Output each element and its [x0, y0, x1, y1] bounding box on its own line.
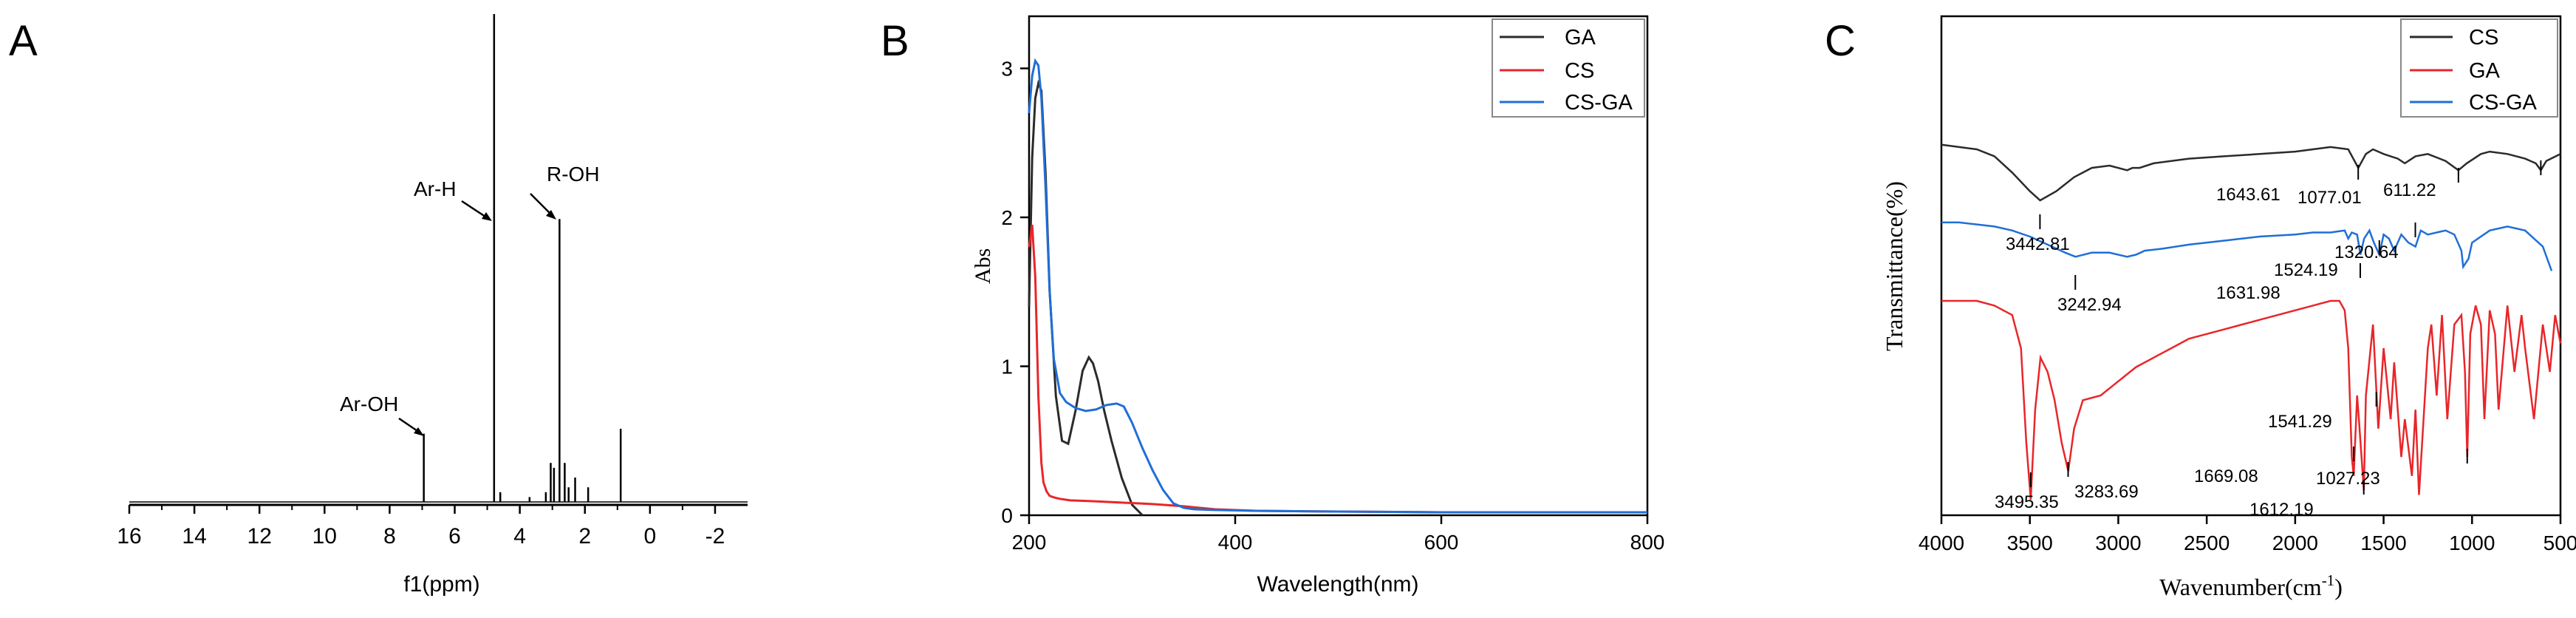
a-tick-label-4: 4: [513, 524, 526, 549]
legend-label-cs: CS: [1565, 59, 1594, 83]
panel-c-peak-labels: 3442.81 1643.61 1077.01 611.22 3242.94 1631.9…: [1995, 160, 2542, 520]
panel-a-x-ticks: 16 14 12 10 8 6 4 2 0 -2: [117, 505, 725, 549]
panel-letter-c: C: [1825, 17, 1856, 65]
c-peak-label-1669-08: 1669.08: [2194, 466, 2258, 486]
c-x-tick-label-3000: 3000: [2095, 532, 2141, 554]
c-peak-label-611-22: 611.22: [2383, 180, 2436, 200]
c-peak-label-3442-81: 3442.81: [2006, 234, 2070, 254]
c-peak-label-3495-35: 3495.35: [1995, 492, 2059, 512]
c-x-tick-label-3500: 3500: [2007, 532, 2053, 554]
b-x-tick-label-400: 400: [1218, 531, 1253, 554]
panel-b-x-axis-label: Wavelength(nm): [1257, 572, 1419, 597]
c-series-ga: [1941, 299, 2562, 500]
panel-a: A 16 14 12 10 8 6 4 2 0 -2 f1(ppm) Ar-OH Ar-H R-O…: [9, 14, 748, 597]
b-y-tick-label-3: 3: [1001, 58, 1013, 81]
a-tick-label-10: 10: [312, 524, 337, 549]
arrowhead-ar-oh-icon: [414, 427, 424, 436]
c-x-tick-label-4000: 4000: [1919, 532, 1964, 554]
panel-c-x-axis-label-end: ): [2334, 574, 2343, 600]
c-peak-label-1541-29: 1541.29: [2268, 412, 2332, 432]
panel-letter-b: B: [881, 17, 909, 65]
c-peak-label-3242-94: 3242.94: [2057, 295, 2122, 315]
legend-label-c-cs: CS: [2469, 26, 2498, 50]
c-peak-label-1612-19: 1612.19: [2249, 500, 2314, 520]
panel-a-spectrum: [129, 14, 748, 503]
a-tick-label--2: -2: [706, 524, 725, 549]
panel-b-x-ticks: 200 400 600 800: [1012, 515, 1665, 554]
a-tick-label-16: 16: [117, 524, 141, 549]
panel-b-y-axis-label: Abs: [971, 248, 995, 284]
c-peak-label-1631-98: 1631.98: [2216, 283, 2281, 303]
arrow-ar-h: [461, 200, 488, 220]
panel-c: C 4000 3500 3000 2500 2000 1500 1000 500 Wavenu…: [1825, 15, 2576, 600]
b-x-tick-label-600: 600: [1424, 531, 1459, 554]
legend-label-cs-ga: CS-GA: [1565, 91, 1633, 115]
b-series-cs-ga: [1028, 58, 1647, 514]
b-y-tick-label-1: 1: [1001, 356, 1013, 378]
c-series-cs: [1941, 143, 2561, 202]
annotation-r-oh: R-OH: [547, 163, 600, 186]
arrowhead-r-oh-icon: [546, 210, 556, 220]
b-series-cs: [1028, 224, 1647, 514]
legend-label-c-ga: GA: [2469, 59, 2501, 83]
legend-label-ga: GA: [1565, 26, 1596, 50]
panel-c-legend-box: [2400, 18, 2558, 118]
b-y-tick-label-0: 0: [1001, 504, 1013, 527]
a-tick-label-6: 6: [448, 524, 461, 549]
legend-label-c-cs-ga: CS-GA: [2469, 91, 2538, 115]
b-y-tick-label-2: 2: [1001, 206, 1013, 229]
panel-c-series: [1941, 143, 2562, 500]
panel-c-x-axis-label: Wavenumber(cm-1): [2159, 571, 2343, 600]
a-tick-label-0: 0: [643, 524, 656, 549]
c-x-tick-label-500: 500: [2543, 532, 2576, 554]
a-tick-label-12: 12: [247, 524, 272, 549]
c-x-tick-label-2000: 2000: [2272, 532, 2318, 554]
c-peak-label-1524-19: 1524.19: [2274, 260, 2338, 280]
c-peak-label-1027-23: 1027.23: [2316, 469, 2380, 489]
a-tick-label-14: 14: [182, 524, 206, 549]
panel-b-legend: GA CS CS-GA: [1492, 18, 1645, 118]
panel-b-y-ticks: 0 1 2 3: [1001, 58, 1029, 527]
arrow-r-oh: [530, 193, 553, 217]
c-peak-label-1320-64: 1320.64: [2334, 242, 2399, 262]
a-tick-label-2: 2: [578, 524, 591, 549]
annotation-ar-h: Ar-H: [414, 177, 457, 200]
arrowhead-ar-h-icon: [482, 212, 492, 221]
panel-b-legend-box: [1492, 18, 1645, 118]
panel-c-x-axis-label-sup: -1: [2322, 571, 2335, 589]
b-x-tick-label-200: 200: [1012, 531, 1047, 554]
panel-letter-a: A: [9, 17, 38, 65]
panel-b: B 200 400 600 800 0 1 2 3 Wavelength(nm) Abs G…: [881, 15, 1665, 597]
c-peak-label-1077-01: 1077.01: [2297, 188, 2362, 208]
panel-a-annotations: Ar-OH Ar-H R-OH: [340, 163, 600, 436]
panel-a-x-axis-label: f1(ppm): [403, 572, 479, 597]
c-series-cs-ga: [1941, 221, 2553, 271]
a-tick-label-8: 8: [383, 524, 396, 549]
c-x-tick-label-1000: 1000: [2449, 532, 2495, 554]
panel-c-legend: CS GA CS-GA: [2400, 18, 2558, 118]
panel-b-series: [1028, 58, 1647, 517]
panel-c-y-axis-label: Transmittance(%): [1881, 181, 1907, 351]
b-x-tick-label-800: 800: [1630, 531, 1665, 554]
b-series-ga: [1028, 79, 1144, 517]
c-x-tick-label-1500: 1500: [2360, 532, 2406, 554]
panel-c-plot-frame: [1940, 15, 2562, 517]
c-x-tick-label-2500: 2500: [2184, 532, 2230, 554]
annotation-ar-oh: Ar-OH: [340, 393, 398, 415]
c-peak-label-1643-61: 1643.61: [2216, 185, 2281, 205]
c-peak-label-3283-69: 3283.69: [2074, 482, 2139, 502]
panel-c-x-axis-label-main: Wavenumber(cm: [2159, 574, 2322, 600]
panel-c-x-ticks: 4000 3500 3000 2500 2000 1500 1000 500: [1919, 515, 2576, 554]
